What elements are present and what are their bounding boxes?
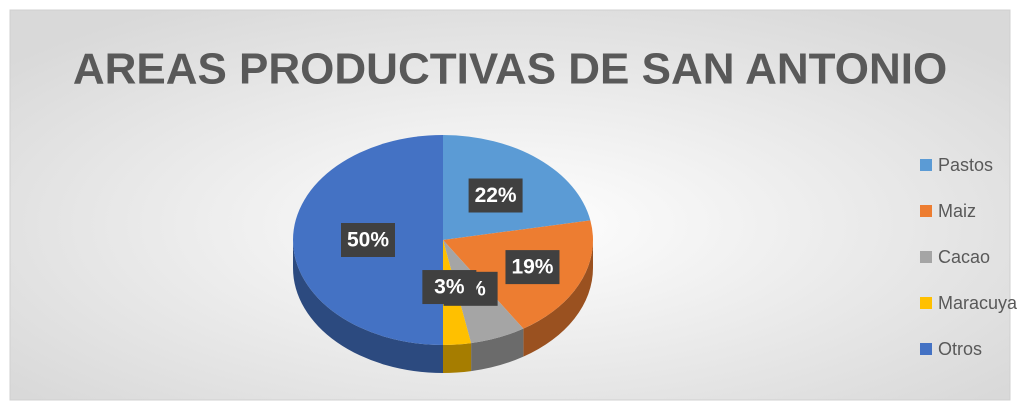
slice-side [293, 240, 443, 373]
data-label: 19% [511, 256, 553, 279]
legend-swatch [920, 159, 932, 171]
slice-side [471, 328, 524, 372]
slice-side [523, 240, 593, 357]
chart-title: AREAS PRODUCTIVAS DE SAN ANTONIO [73, 45, 947, 94]
data-label-box [341, 223, 395, 257]
data-label: 3% [434, 276, 465, 299]
data-label-box [422, 270, 477, 305]
data-label: 50% [347, 229, 389, 252]
slice-side [443, 343, 472, 373]
legend-label: Pastos [938, 155, 993, 175]
data-label: 22% [475, 184, 517, 207]
legend-swatch [920, 343, 932, 355]
legend-label: Otros [938, 339, 982, 359]
legend-label: Maracuya [938, 293, 1018, 313]
legend-label: Maiz [938, 201, 976, 221]
data-label-box [468, 178, 523, 213]
legend-swatch [920, 297, 932, 309]
legend-label: Cacao [938, 247, 990, 267]
data-label-box [505, 250, 560, 285]
legend-swatch [920, 251, 932, 263]
legend-swatch [920, 205, 932, 217]
